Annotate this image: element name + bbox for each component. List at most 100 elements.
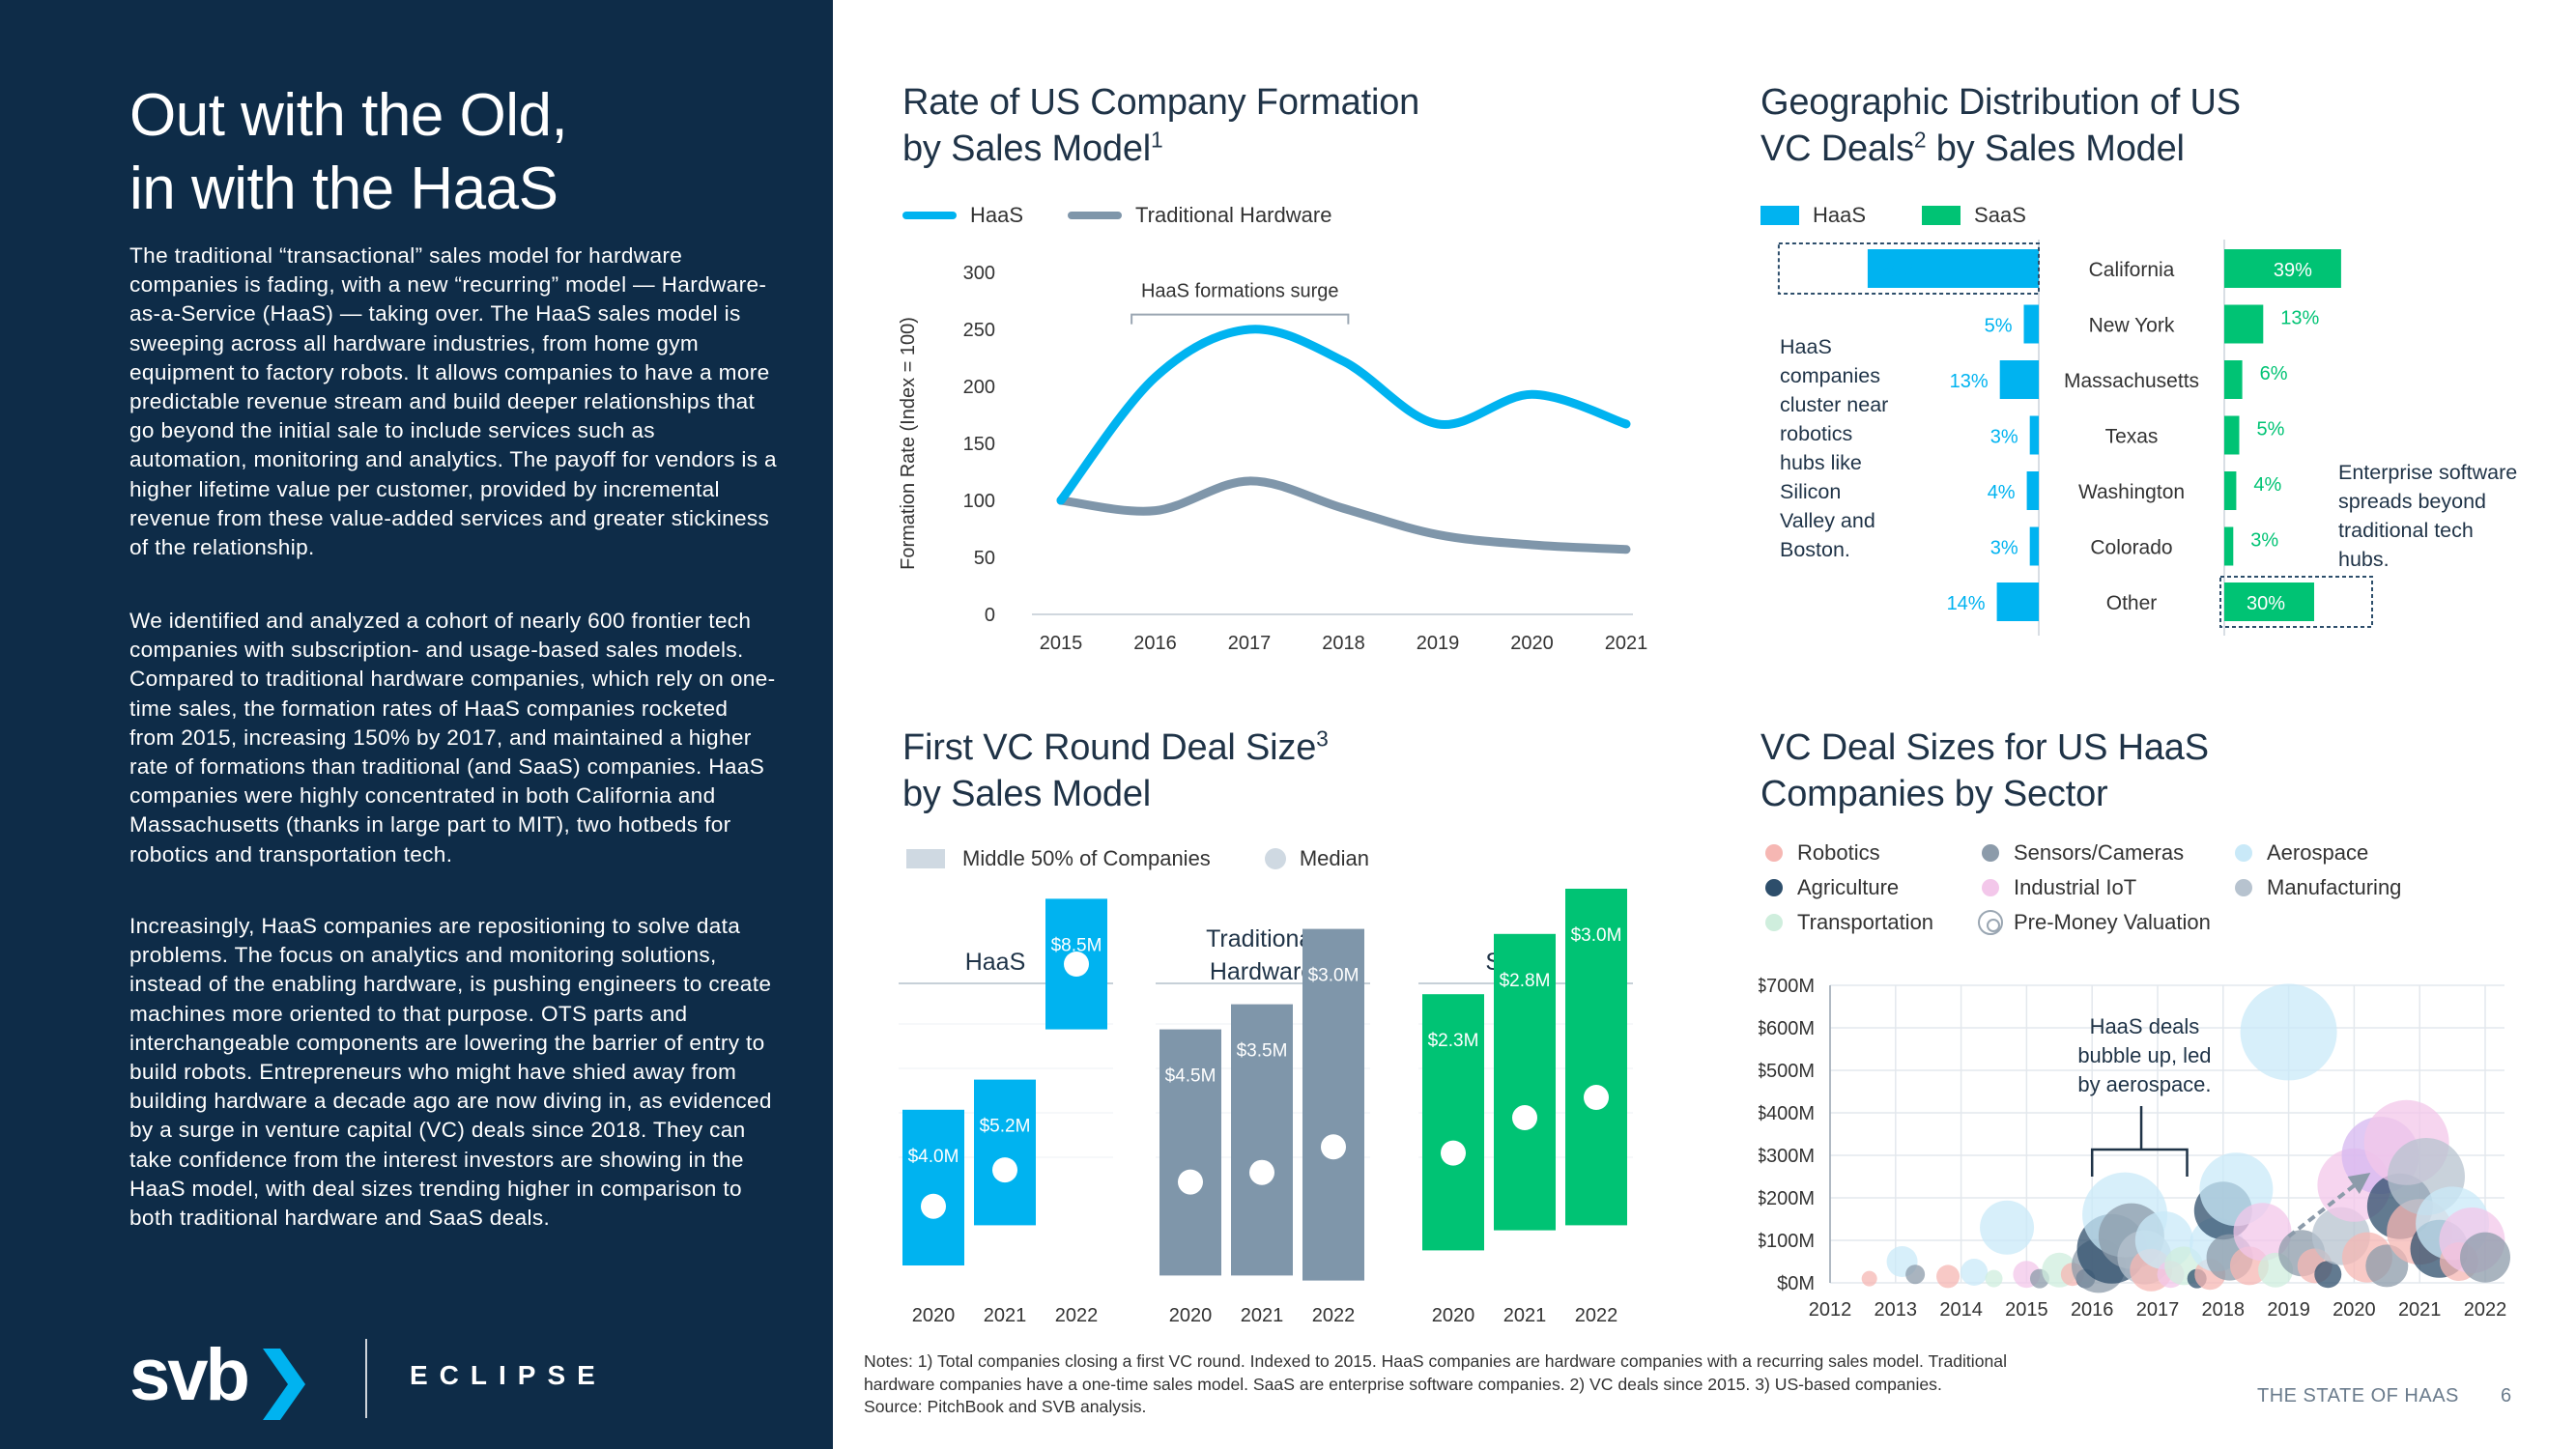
group-label: HaaS (965, 949, 1026, 976)
y-tick-label: $400M (1759, 1103, 1815, 1124)
saas-value-label: 39% (2274, 260, 2312, 281)
deal-bubble (2233, 1203, 2292, 1262)
saas-annotation-line: Enterprise software (2338, 461, 2517, 484)
legend-haas-swatch (902, 212, 957, 219)
median-value-label: $8.5M (1051, 935, 1102, 955)
x-tick-label: 2020 (2333, 1299, 2376, 1321)
sector-bubble-chart: $0M $100M $200M $300M $400M $500M $600M $700M 20… (1759, 976, 2510, 1321)
haas-annotation-line: Silicon (1780, 480, 1841, 503)
median-value-label: $3.0M (1308, 966, 1360, 986)
median-value-label: $3.0M (1571, 925, 1622, 946)
annotation-label: HaaS deals (2090, 1014, 2200, 1038)
x-tick-label: 2016 (1133, 633, 1177, 654)
year-label: 2021 (1241, 1305, 1284, 1326)
haas-value-label: 58% (1879, 260, 1918, 281)
y-tick-label: 0 (985, 605, 995, 626)
legend-swatch (2235, 879, 2252, 896)
deal-bubble (1905, 1264, 1926, 1285)
legend-traditional-label: Traditional Hardware (1135, 203, 1332, 227)
deal-bubble (1961, 1259, 1989, 1286)
haas-bar (1867, 249, 2039, 288)
x-tick-label: 2019 (1417, 633, 1460, 654)
footnotes: Notes: 1) Total companies closing a firs… (864, 1350, 2236, 1419)
y-axis-label: Formation Rate (Index = 100) (898, 317, 919, 570)
haas-annotation-line: Boston. (1780, 538, 1850, 561)
range-bar (1159, 1029, 1221, 1276)
year-label: 2022 (1055, 1305, 1099, 1326)
legend-swatch (1982, 844, 1999, 862)
median-marker (1321, 1134, 1346, 1160)
haas-annotation-line: HaaS (1780, 335, 1832, 358)
sector-legend: Robotics Sensors/Cameras Aerospace Agricult… (1765, 840, 2401, 935)
category-label: Other (2106, 592, 2158, 614)
sector-chart-title: VC Deal Sizes for US HaaS Companies by S… (1760, 724, 2209, 817)
x-tick-label: 2021 (1605, 633, 1648, 654)
deal-bubble (2240, 983, 2337, 1081)
haas-annotation-line: robotics (1780, 422, 1852, 445)
deal-size-chart-title: First VC Round Deal Size3 by Sales Model (902, 724, 1329, 817)
range-bar (1565, 889, 1627, 1226)
haas-annotation-line: cluster near (1780, 393, 1888, 416)
legend-label: Manufacturing (2267, 875, 2401, 899)
year-label: 2020 (912, 1305, 956, 1326)
svb-chevron-icon (263, 1349, 305, 1420)
saas-value-label: 13% (2280, 308, 2319, 329)
haas-bar (2029, 526, 2039, 566)
y-tick-label: 250 (963, 320, 995, 341)
page-title: Out with the Old, in with the HaaS (129, 79, 568, 226)
saas-value-label: 3% (2250, 530, 2278, 552)
legend-haas-label: HaaS (970, 203, 1024, 227)
median-marker (1512, 1105, 1537, 1131)
formation-chart-title-line-2: by Sales Model1 (902, 127, 1163, 169)
range-bar (902, 1109, 964, 1265)
geo-chart-title-line-1: Geographic Distribution of US (1760, 82, 2241, 123)
formation-chart-title-line-1: Rate of US Company Formation (902, 82, 1420, 123)
haas-annotation-line: hubs like (1780, 451, 1862, 474)
category-label: Colorado (2090, 537, 2172, 559)
x-tick-label: 2013 (1875, 1299, 1918, 1321)
legend-median-swatch (1264, 848, 1286, 869)
median-value-label: $4.5M (1165, 1066, 1216, 1087)
year-label: 2020 (1432, 1305, 1475, 1326)
year-label: 2021 (984, 1305, 1027, 1326)
y-tick-label: $700M (1759, 976, 1815, 997)
legend-label: Transportation (1797, 910, 1933, 934)
trend-arrow-head (2347, 1173, 2371, 1194)
legend-swatch (1982, 879, 1999, 896)
haas-value-label: 3% (1990, 427, 2018, 448)
saas-bar (2224, 360, 2243, 399)
trend-paragraph: Increasingly, HaaS companies are reposit… (129, 914, 772, 1231)
saas-annotation-line: traditional tech (2338, 519, 2474, 542)
california-highlight-box (1777, 242, 2040, 295)
y-tick-label: 200 (963, 377, 995, 398)
report-name: THE STATE OF HAAS (2257, 1385, 2459, 1406)
deal-bubble (2314, 1261, 2342, 1289)
x-tick-label: 2017 (2136, 1299, 2180, 1321)
median-marker (1441, 1140, 1466, 1166)
formation-chart-legend: HaaS Traditional Hardware (902, 203, 1331, 228)
deal-bubble (1985, 1269, 2003, 1288)
other-highlight-box (2219, 576, 2373, 628)
range-bar (974, 1079, 1036, 1226)
median-marker (1249, 1159, 1274, 1185)
geo-chart-title: Geographic Distribution of US VC Deals2 … (1760, 79, 2241, 172)
haas-annotation-line: Valley and (1780, 509, 1875, 532)
saas-value-label: 5% (2257, 419, 2285, 440)
median-marker (1584, 1085, 1609, 1111)
category-label: Washington (2078, 481, 2185, 503)
page-title-line-2: in with the HaaS (129, 156, 558, 222)
haas-value-label: 3% (1990, 538, 2018, 559)
range-bar (1302, 928, 1364, 1281)
median-marker (921, 1193, 946, 1219)
annotation-label: by aerospace. (2077, 1072, 2211, 1096)
saas-annotation-line: spreads beyond (2338, 490, 2486, 513)
haas-value-label: 13% (1950, 371, 1989, 392)
y-tick-label: $300M (1759, 1146, 1815, 1167)
legend-range-label: Middle 50% of Companies (962, 846, 1211, 870)
category-label: Massachusetts (2064, 370, 2199, 392)
series-line-haas (1056, 325, 1631, 505)
x-tick-label: 2018 (1322, 633, 1365, 654)
legend-swatch (1765, 879, 1783, 896)
saas-annotation-line: hubs. (2338, 548, 2390, 571)
x-tick-label: 2014 (1939, 1299, 1983, 1321)
